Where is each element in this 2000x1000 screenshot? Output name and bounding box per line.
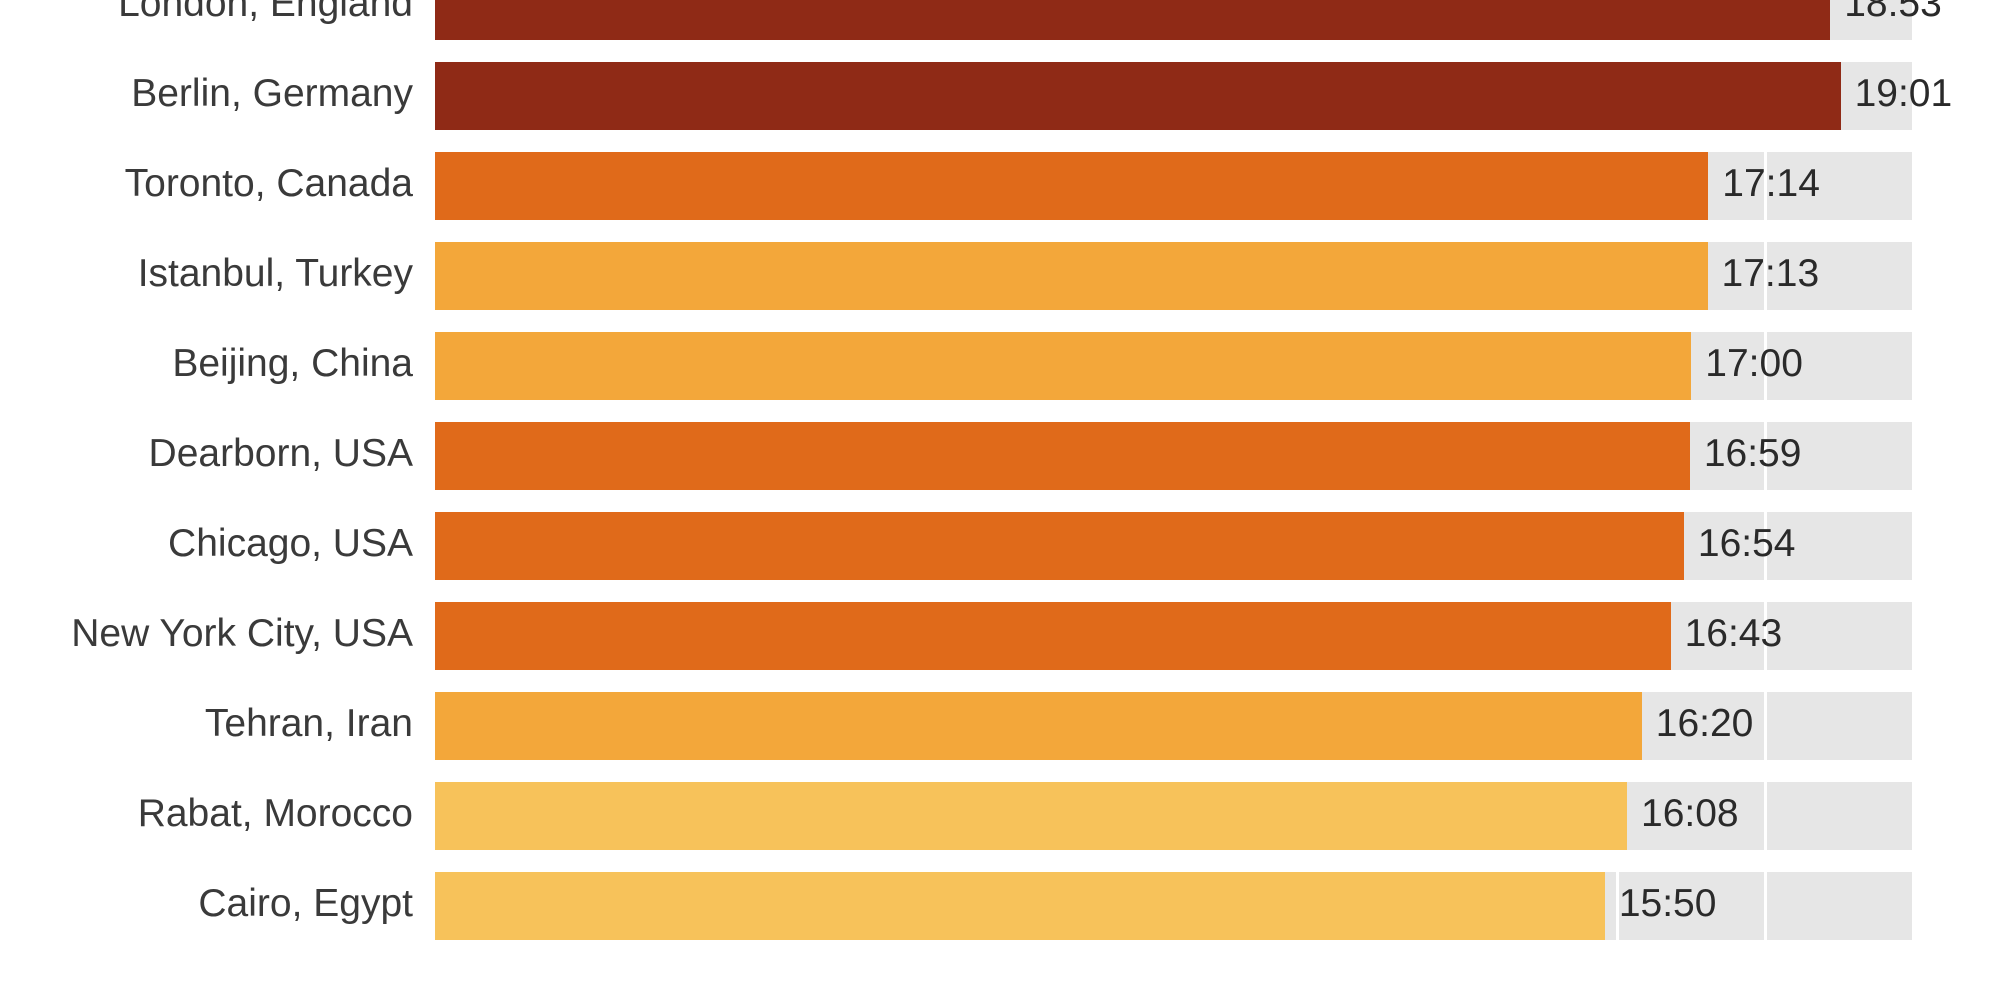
gridline xyxy=(1912,512,1915,580)
gridline xyxy=(1764,872,1767,940)
value-label: 16:20 xyxy=(1656,702,1754,746)
gridline xyxy=(1912,152,1915,220)
category-label: Toronto, Canada xyxy=(0,162,413,206)
bar-track xyxy=(435,152,1913,220)
category-label: New York City, USA xyxy=(0,612,413,656)
bar-track xyxy=(435,62,1913,130)
bar xyxy=(435,0,1830,40)
bar-track xyxy=(435,242,1913,310)
fasting-hours-chart: London, England 18:53 Berlin, Germany 19:01… xyxy=(0,0,2000,1000)
gridline xyxy=(1912,692,1915,760)
value-label: 17:14 xyxy=(1722,162,1820,206)
category-label: Rabat, Morocco xyxy=(0,792,413,836)
gridline xyxy=(1764,692,1767,760)
gridline xyxy=(1912,782,1915,850)
bar xyxy=(435,332,1691,400)
gridline xyxy=(1764,782,1767,850)
bar-track xyxy=(435,332,1913,400)
gridline xyxy=(1912,422,1915,490)
category-label: Chicago, USA xyxy=(0,522,413,566)
value-label: 19:01 xyxy=(1855,72,1953,116)
bar xyxy=(435,62,1841,130)
bar xyxy=(435,602,1671,670)
value-label: 16:59 xyxy=(1704,432,1802,476)
bar xyxy=(435,782,1627,850)
category-label: Beijing, China xyxy=(0,342,413,386)
category-label: Cairo, Egypt xyxy=(0,882,413,926)
category-label: London, England xyxy=(0,0,413,26)
bar-track xyxy=(435,0,1913,40)
bar xyxy=(435,422,1690,490)
category-label: Dearborn, USA xyxy=(0,432,413,476)
value-label: 17:13 xyxy=(1722,252,1820,296)
gridline xyxy=(1912,242,1915,310)
bar xyxy=(435,512,1684,580)
value-label: 17:00 xyxy=(1705,342,1803,386)
bar xyxy=(435,242,1708,310)
bar xyxy=(435,872,1605,940)
value-label: 16:43 xyxy=(1685,612,1783,656)
bar xyxy=(435,692,1642,760)
bar xyxy=(435,152,1708,220)
gridline xyxy=(1912,602,1915,670)
bar-track xyxy=(435,512,1913,580)
value-label: 16:08 xyxy=(1641,792,1739,836)
category-label: Tehran, Iran xyxy=(0,702,413,746)
bar-track xyxy=(435,422,1913,490)
gridline xyxy=(1912,332,1915,400)
category-label: Berlin, Germany xyxy=(0,72,413,116)
category-label: Istanbul, Turkey xyxy=(0,252,413,296)
value-label: 16:54 xyxy=(1698,522,1796,566)
gridline xyxy=(1912,872,1915,940)
value-label: 15:50 xyxy=(1619,882,1717,926)
value-label: 18:53 xyxy=(1844,0,1942,26)
